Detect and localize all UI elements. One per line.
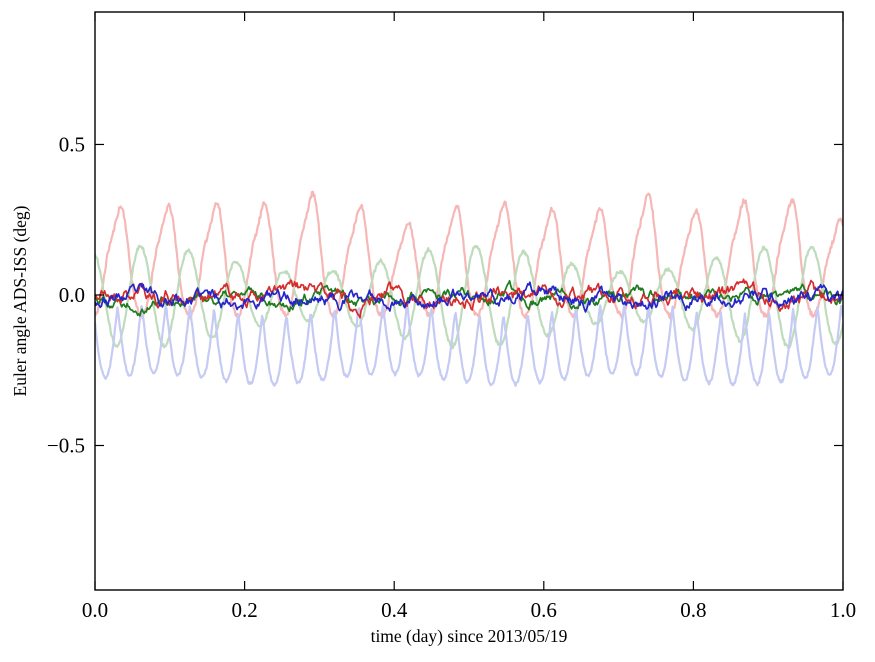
y-tick-label: −0.5 xyxy=(47,434,85,458)
y-axis-label: Euler angle ADS-ISS (deg) xyxy=(10,205,30,396)
y-tick-label: 0.5 xyxy=(59,132,85,156)
series-layer xyxy=(95,190,843,387)
x-axis-label: time (day) since 2013/05/19 xyxy=(371,626,568,646)
x-tick-label: 0.2 xyxy=(231,598,257,622)
x-tick-label: 0.6 xyxy=(531,598,557,622)
x-tick-label: 0.4 xyxy=(381,598,408,622)
series-red-residual xyxy=(95,278,843,319)
series-light-green-periodic xyxy=(95,244,843,350)
axis-ticks: 0.0 0.2 0.4 0.6 0.8 1.0 0.5 0.0 −0.5 xyxy=(47,12,856,622)
series-light-blue-periodic xyxy=(95,302,843,387)
x-tick-label: 0.8 xyxy=(680,598,706,622)
plot-frame xyxy=(94,11,844,591)
x-tick-label: 0.0 xyxy=(82,598,108,622)
plot-background xyxy=(95,12,843,590)
series-blue-residual xyxy=(95,281,843,313)
x-tick-label: 1.0 xyxy=(830,598,856,622)
y-tick-label: 0.0 xyxy=(59,283,85,307)
